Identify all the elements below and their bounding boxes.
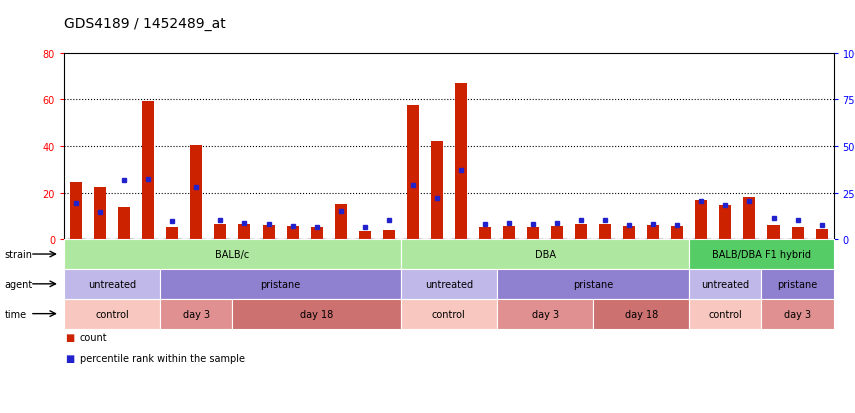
Bar <box>286 227 298 240</box>
Bar <box>262 225 274 240</box>
Bar <box>527 228 539 240</box>
Text: control: control <box>96 309 129 319</box>
Text: DBA: DBA <box>534 249 556 259</box>
Bar <box>383 230 395 240</box>
Bar <box>94 187 106 240</box>
Bar <box>431 142 443 240</box>
Bar <box>503 227 515 240</box>
Bar <box>455 84 467 240</box>
Bar <box>118 207 130 240</box>
Text: day 3: day 3 <box>532 309 558 319</box>
Text: untreated: untreated <box>701 279 750 289</box>
Text: untreated: untreated <box>425 279 473 289</box>
Bar <box>239 224 251 240</box>
Bar <box>551 227 563 240</box>
Bar <box>719 206 731 240</box>
Bar <box>142 101 154 240</box>
Bar <box>768 225 780 240</box>
Text: untreated: untreated <box>88 279 136 289</box>
Text: day 18: day 18 <box>625 309 657 319</box>
Text: pristane: pristane <box>261 279 301 289</box>
Bar <box>695 200 707 240</box>
Bar <box>575 224 587 240</box>
Bar <box>671 227 683 240</box>
Text: percentile rank within the sample: percentile rank within the sample <box>80 353 245 363</box>
Text: ■: ■ <box>65 332 74 342</box>
Bar <box>215 224 227 240</box>
Text: ■: ■ <box>65 353 74 363</box>
Bar <box>167 228 179 240</box>
Bar <box>816 229 828 240</box>
Text: GDS4189 / 1452489_at: GDS4189 / 1452489_at <box>64 17 226 31</box>
Text: BALB/c: BALB/c <box>215 249 250 259</box>
Text: pristane: pristane <box>777 279 817 289</box>
Text: day 18: day 18 <box>300 309 333 319</box>
Bar <box>792 228 804 240</box>
Text: pristane: pristane <box>573 279 613 289</box>
Bar <box>310 228 322 240</box>
Text: time: time <box>4 309 27 319</box>
Bar <box>407 106 419 240</box>
Bar <box>479 228 491 240</box>
Text: BALB/DBA F1 hybrid: BALB/DBA F1 hybrid <box>712 249 811 259</box>
Bar <box>623 227 635 240</box>
Bar <box>744 198 756 240</box>
Text: control: control <box>432 309 466 319</box>
Bar <box>359 231 371 240</box>
Text: day 3: day 3 <box>784 309 811 319</box>
Bar <box>70 183 82 240</box>
Text: control: control <box>709 309 742 319</box>
Bar <box>334 205 346 240</box>
Bar <box>647 225 659 240</box>
Text: agent: agent <box>4 279 32 289</box>
Bar <box>599 224 611 240</box>
Bar <box>191 145 203 240</box>
Text: day 3: day 3 <box>183 309 210 319</box>
Text: count: count <box>80 332 107 342</box>
Text: strain: strain <box>4 249 32 259</box>
